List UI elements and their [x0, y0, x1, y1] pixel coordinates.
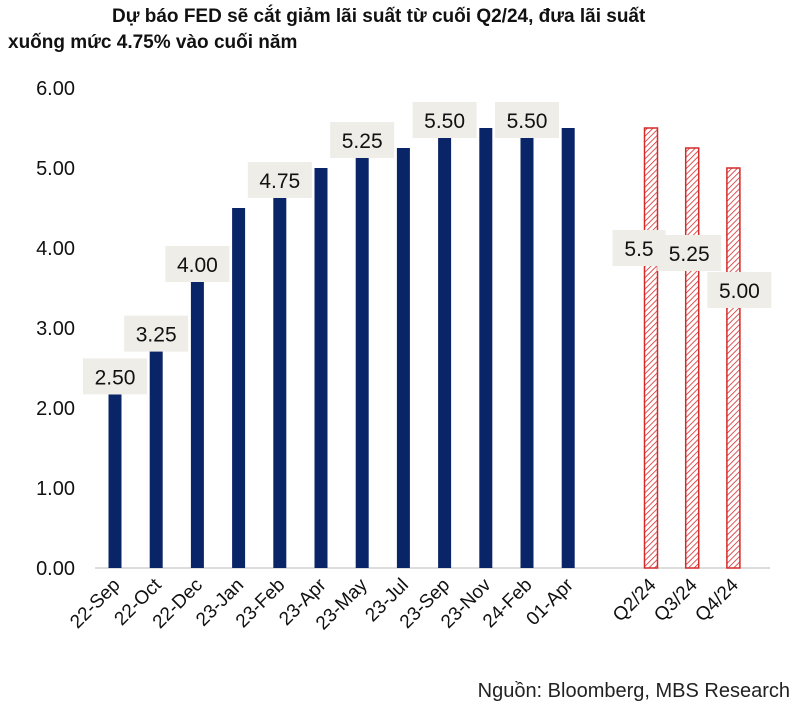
data-label-box	[707, 272, 772, 308]
forecast-bar	[726, 167, 741, 569]
bar	[438, 128, 452, 568]
data-label: 5.50	[424, 110, 465, 133]
data-label-box	[124, 315, 189, 352]
data-label-box	[165, 246, 230, 282]
bar	[108, 394, 122, 568]
data-label: 4.75	[259, 170, 300, 193]
data-label-box	[330, 122, 395, 158]
data-label-box	[657, 235, 722, 271]
data-label: 5.5	[624, 238, 653, 261]
y-tick-label: 3.00	[36, 318, 75, 340]
data-label-box	[495, 102, 559, 138]
bar	[232, 208, 246, 568]
x-tick-label: 22-Sep	[66, 575, 124, 633]
y-tick-label: 6.00	[36, 78, 75, 100]
bar	[355, 148, 369, 568]
data-label: 5.50	[507, 110, 548, 133]
source-note: Nguồn: Bloomberg, MBS Research	[477, 680, 790, 702]
bar	[190, 272, 204, 568]
data-label: 3.25	[136, 324, 177, 347]
data-label-box	[612, 230, 666, 266]
bar-chart: 0.001.002.003.004.005.006.0022-Sep22-Oct…	[36, 78, 772, 634]
data-label: 5.25	[669, 243, 710, 266]
bar	[520, 128, 534, 568]
y-tick-label: 5.00	[36, 158, 75, 180]
bar	[479, 128, 493, 568]
data-label-box	[247, 162, 312, 198]
bar	[561, 128, 575, 568]
x-tick-label: Q3/24	[650, 574, 702, 626]
x-tick-label: Q4/24	[691, 574, 743, 626]
chart-title-line2: xuống mức 4.75% vào cuối năm	[8, 32, 298, 53]
y-tick-label: 1.00	[36, 478, 75, 500]
forecast-bar	[684, 147, 700, 569]
bar	[396, 148, 410, 568]
y-tick-label: 2.00	[36, 398, 75, 420]
data-label: 4.00	[177, 254, 218, 277]
data-label: 2.50	[95, 366, 136, 389]
bar	[314, 168, 328, 568]
data-label-box	[412, 102, 477, 138]
data-label: 5.00	[719, 280, 760, 303]
data-label-box	[83, 358, 147, 395]
forecast-bar	[643, 127, 659, 569]
y-tick-label: 0.00	[36, 558, 75, 580]
bar	[273, 188, 287, 568]
x-tick-label: Q2/24	[609, 574, 661, 626]
data-label: 5.25	[342, 130, 383, 153]
bar	[149, 341, 163, 568]
chart-title-line1: Dự báo FED sẽ cắt giảm lãi suất từ cuối …	[112, 6, 646, 27]
x-tick-label: 01-Apr	[523, 574, 579, 630]
y-tick-label: 4.00	[36, 238, 75, 260]
